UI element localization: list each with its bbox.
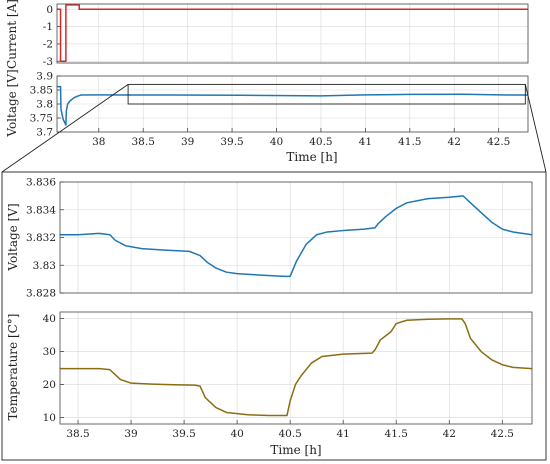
x-tick-label-9: 42.5 <box>487 136 510 148</box>
current-y-ticks: 0 -1 -2 -3 <box>43 4 61 68</box>
y-tick-label-0: 0 <box>46 4 53 16</box>
y-tick-label-3: 10 <box>43 412 56 424</box>
y-tick-label-3: 3.75 <box>30 113 53 125</box>
voltage-overview-panel: Voltage [V] 3.9 3.85 3.8 3.75 3.7 38 38.5 39 39… <box>5 69 529 164</box>
current-axes-frame <box>56 3 529 64</box>
zoom-region-box <box>127 83 526 105</box>
y-tick-label-4: 3.7 <box>36 127 53 139</box>
y-tick-label-1: 30 <box>43 346 56 358</box>
x-tick-label-6: 41 <box>359 136 372 148</box>
x-tick-label-6: 41.5 <box>385 428 408 440</box>
x-tick-label-7: 41.5 <box>398 136 421 148</box>
x-tick-label-3: 40 <box>230 428 243 440</box>
temperature-axes-frame <box>59 311 533 425</box>
voltage-overview-x-ticks: 38 38.5 39 39.5 40 40.5 41 41.5 42 42.5 <box>92 128 510 148</box>
voltage-zoom-ylabel: Voltage [V] <box>6 203 20 271</box>
voltage-zoom-panel: Voltage [V] 3.836 3.834 3.832 3.83 3.828 <box>6 177 533 300</box>
voltage-overview-ylabel: Voltage [V] <box>5 69 19 137</box>
y-tick-label-3: -3 <box>43 56 53 68</box>
y-tick-label-0: 3.9 <box>36 71 53 83</box>
x-tick-label-5: 41 <box>337 428 350 440</box>
y-tick-label-1: 3.834 <box>26 204 56 216</box>
voltage-overview-axes-frame <box>56 75 529 133</box>
x-tick-label-2: 39.5 <box>172 428 195 440</box>
current-panel: Current [A] 0 -1 -2 -3 <box>5 0 529 69</box>
temperature-xlabel: Time [h] <box>270 443 321 457</box>
y-tick-label-3: 3.83 <box>33 260 56 272</box>
voltage-overview-xlabel: Time [h] <box>286 150 337 164</box>
temperature-ylabel: Temperature [C°] <box>6 314 20 421</box>
x-tick-label-1: 39 <box>124 428 137 440</box>
x-tick-label-4: 40 <box>270 136 283 148</box>
temperature-y-ticks: 40 30 20 10 <box>43 313 64 424</box>
x-tick-label-0: 38 <box>92 136 105 148</box>
y-tick-label-0: 40 <box>43 313 56 325</box>
voltage-overview-y-ticks: 3.9 3.85 3.8 3.75 3.7 <box>30 71 61 139</box>
temperature-series-line <box>60 318 533 417</box>
voltage-zoom-y-ticks: 3.836 3.834 3.832 3.83 3.828 <box>26 177 64 300</box>
temperature-x-ticks: 38.5 39 39.5 40 40.5 41 41.5 42 42.5 <box>66 420 514 440</box>
y-tick-label-1: 3.85 <box>30 85 53 97</box>
x-tick-label-7: 42 <box>443 428 456 440</box>
y-tick-label-2: 3.8 <box>36 99 53 111</box>
y-tick-label-2: -2 <box>43 39 53 51</box>
voltage-zoom-axes-frame <box>59 181 533 294</box>
y-tick-label-4: 3.828 <box>26 288 56 300</box>
current-gridlines <box>57 4 528 63</box>
zoom-connector-left <box>1 84 129 173</box>
zoom-inset-frame <box>1 171 547 461</box>
voltage-zoom-gridlines <box>60 182 532 293</box>
current-series-line <box>57 4 528 63</box>
y-tick-label-0: 3.836 <box>26 177 56 189</box>
current-ylabel: Current [A] <box>5 0 19 69</box>
temperature-gridlines <box>60 312 532 424</box>
x-tick-label-2: 39 <box>181 136 194 148</box>
x-tick-label-4: 40.5 <box>278 428 301 440</box>
x-tick-label-8: 42 <box>448 136 461 148</box>
y-tick-label-2: 3.832 <box>26 232 56 244</box>
y-tick-label-1: -1 <box>43 21 53 33</box>
voltage-zoom-series-line <box>60 195 533 278</box>
zoom-connector-right <box>524 84 547 173</box>
x-tick-label-0: 38.5 <box>66 428 89 440</box>
x-tick-label-3: 39.5 <box>220 136 243 148</box>
x-tick-label-8: 42.5 <box>491 428 514 440</box>
y-tick-label-2: 20 <box>43 379 56 391</box>
voltage-overview-series-line <box>57 85 528 126</box>
x-tick-label-5: 40.5 <box>309 136 332 148</box>
x-tick-label-1: 38.5 <box>132 136 155 148</box>
